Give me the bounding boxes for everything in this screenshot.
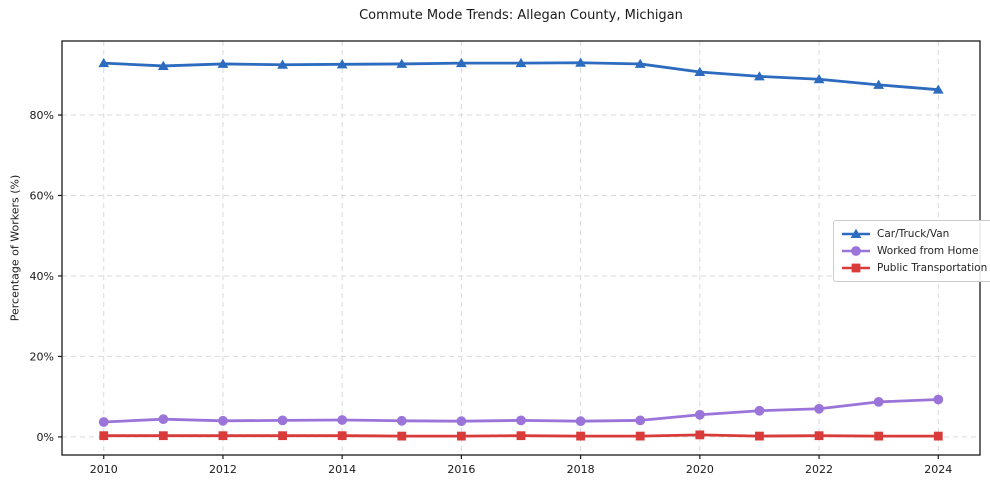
legend-label: Worked from Home xyxy=(877,245,979,257)
data-point-marker xyxy=(754,405,765,416)
data-point-marker xyxy=(814,431,824,441)
y-tick-label: 0% xyxy=(37,431,54,444)
data-point-marker xyxy=(455,57,467,68)
data-point-marker xyxy=(516,415,526,426)
data-point-marker xyxy=(456,431,466,441)
legend-item-worked-from-home: Worked from Home xyxy=(841,243,987,259)
data-point-marker xyxy=(850,228,862,238)
legend-square-marker-icon xyxy=(842,263,870,273)
x-tick-label: 2012 xyxy=(209,463,237,476)
legend-triangle-marker-icon xyxy=(842,228,870,238)
x-tick-label: 2022 xyxy=(805,463,833,476)
data-point-marker xyxy=(932,84,944,94)
data-point-marker xyxy=(755,431,764,441)
data-point-marker xyxy=(874,431,884,441)
data-point-marker xyxy=(99,431,109,441)
x-tick-label: 2020 xyxy=(686,463,714,476)
data-point-marker xyxy=(337,415,348,425)
data-point-marker xyxy=(217,58,229,68)
data-point-marker xyxy=(218,431,228,441)
chart-title: Commute Mode Trends: Allegan County, Mic… xyxy=(359,8,683,23)
data-point-marker xyxy=(814,403,824,414)
legend-item-car-truck-van: Car/Truck/Van xyxy=(841,226,987,242)
data-point-marker xyxy=(851,246,861,256)
data-point-marker xyxy=(277,415,288,426)
x-tick-label: 2018 xyxy=(567,463,595,476)
data-point-marker xyxy=(851,263,861,273)
y-tick-label: 80% xyxy=(30,109,54,122)
data-point-marker xyxy=(98,417,109,427)
data-point-marker xyxy=(634,58,646,68)
data-point-marker xyxy=(694,66,706,76)
data-point-marker xyxy=(873,396,884,407)
y-tick-label: 40% xyxy=(30,270,54,283)
data-point-marker xyxy=(933,431,943,441)
data-point-marker xyxy=(277,59,288,69)
x-tick-label: 2016 xyxy=(447,463,475,476)
data-point-marker xyxy=(336,59,348,69)
x-tick-label: 2024 xyxy=(924,463,952,476)
data-point-marker xyxy=(516,431,526,441)
data-point-marker xyxy=(694,409,705,420)
legend-label: Car/Truck/Van xyxy=(877,228,950,240)
data-point-marker xyxy=(635,415,646,426)
data-point-marker xyxy=(635,431,645,441)
x-tick-label: 2010 xyxy=(90,463,118,476)
data-point-marker xyxy=(396,58,408,68)
data-point-marker xyxy=(695,430,705,440)
data-point-marker xyxy=(575,57,587,67)
legend: Car/Truck/Van Worked from Home Public Tran… xyxy=(833,220,990,282)
y-tick-label: 60% xyxy=(30,189,54,202)
data-point-marker xyxy=(396,415,407,426)
data-point-marker xyxy=(515,57,527,68)
data-point-marker xyxy=(337,431,347,441)
data-point-marker xyxy=(873,79,885,89)
data-point-marker xyxy=(576,431,586,441)
data-point-marker xyxy=(158,431,168,441)
data-point-marker xyxy=(278,431,287,441)
data-point-marker xyxy=(158,414,169,425)
data-point-marker xyxy=(933,394,944,405)
data-point-marker xyxy=(754,71,765,81)
data-point-marker xyxy=(575,416,586,427)
data-point-marker xyxy=(397,431,407,441)
legend-label: Public Transportation xyxy=(877,262,988,274)
data-point-marker xyxy=(456,416,467,427)
legend-item-public-transportation: Public Transportation xyxy=(841,260,987,276)
data-point-marker xyxy=(157,60,169,70)
x-tick-label: 2014 xyxy=(328,463,356,476)
data-point-marker xyxy=(98,57,110,68)
legend-circle-marker-icon xyxy=(842,246,870,256)
y-tick-label: 20% xyxy=(30,350,54,363)
data-point-marker xyxy=(218,415,228,426)
data-point-marker xyxy=(813,74,825,84)
